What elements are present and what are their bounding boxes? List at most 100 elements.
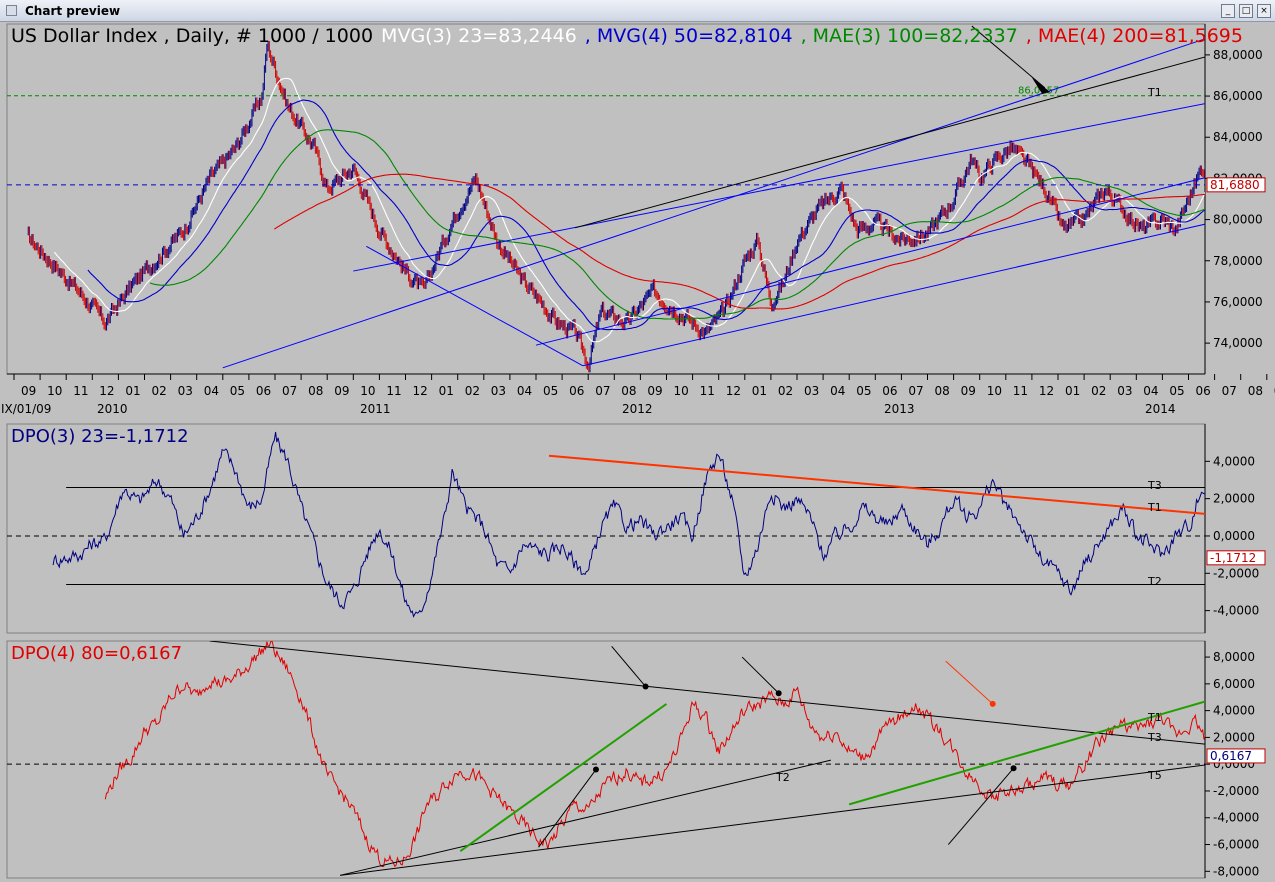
month-label: 10 — [360, 384, 375, 398]
trend-label-t2: T2 — [775, 771, 790, 784]
plot-area: 86,0157 T1 — [7, 25, 1205, 373]
month-label: 12 — [726, 384, 741, 398]
month-label: 02 — [1091, 384, 1106, 398]
month-label: 07 — [1222, 384, 1237, 398]
month-label: 03 — [178, 384, 193, 398]
month-label: 12 — [1039, 384, 1054, 398]
month-label: 12 — [99, 384, 114, 398]
year-label: IX/01/09 — [1, 402, 51, 416]
month-label: 05 — [543, 384, 558, 398]
month-label: 09 — [21, 384, 36, 398]
y-tick-label: 74,0000 — [1213, 336, 1263, 350]
month-label: 01 — [439, 384, 454, 398]
panel-frame — [6, 640, 1206, 879]
chart-title-part: US Dollar Index , Daily, # 1000 / 1000 — [11, 25, 373, 47]
trend-line-t5 — [340, 764, 1205, 876]
year-label: 2011 — [360, 402, 391, 416]
trend-line-t1 — [574, 56, 1205, 229]
y-tick-label: 80,0000 — [1213, 213, 1263, 227]
pointer-arrow-head — [989, 700, 996, 707]
series-mvg-4-50 — [87, 99, 1205, 331]
month-label: 04 — [517, 384, 532, 398]
year-label: 2013 — [884, 402, 915, 416]
month-label: 01 — [125, 384, 140, 398]
trend-label-t1: T1 — [1147, 86, 1162, 99]
last-value-label: 0,6167 — [1210, 749, 1252, 763]
channel-line — [366, 245, 584, 367]
trend-line-t1 — [209, 641, 1205, 745]
month-label: 06 — [1196, 384, 1211, 398]
trend-label-t1: T1 — [1147, 711, 1162, 724]
trend-label-t5: T5 — [1147, 769, 1162, 782]
month-label: 03 — [804, 384, 819, 398]
y-tick-label: -2,0000 — [1213, 784, 1259, 798]
pointer-arrow — [971, 25, 1046, 89]
close-icon[interactable]: × — [1257, 4, 1271, 18]
month-label: 11 — [73, 384, 88, 398]
last-value-box — [1206, 748, 1266, 764]
panel-frame — [6, 23, 1206, 375]
month-label: 02 — [465, 384, 480, 398]
y-tick-label: -6,0000 — [1213, 838, 1259, 852]
y-tick-label: 76,0000 — [1213, 295, 1263, 309]
month-label: 04 — [1143, 384, 1158, 398]
price-panel: 74,000076,000078,000080,000082,000084,00… — [1, 23, 1275, 416]
y-tick-label: -8,0000 — [1213, 864, 1259, 878]
month-label: 05 — [230, 384, 245, 398]
minimize-icon[interactable]: _ — [1221, 4, 1235, 18]
month-label: 01 — [752, 384, 767, 398]
time-axis: 09 10 11 12 01 02 03 04 05 06 07 08 09 10 11 12 01 02 03 04… — [1, 373, 1275, 416]
chart-title-part: MVG(3) 23=83,2446 — [381, 25, 577, 47]
last-value-label: -1,1712 — [1210, 551, 1256, 565]
month-label: 03 — [491, 384, 506, 398]
month-label: 02 — [778, 384, 793, 398]
chart-title-part: , MAE(3) 100=82,2337 — [801, 25, 1018, 47]
pointer-arrow-head — [642, 683, 649, 690]
month-label: 06 — [882, 384, 897, 398]
month-label: 01 — [1065, 384, 1080, 398]
series-line — [52, 431, 1205, 618]
y-tick-label: 2,0000 — [1213, 492, 1255, 506]
month-label: 07 — [595, 384, 610, 398]
y-tick-label: 86,0000 — [1213, 89, 1263, 103]
chart-title: US Dollar Index , Daily, # 1000 / 1000 MV… — [11, 25, 1243, 47]
trend-label-t2: T2 — [1147, 575, 1162, 588]
channel-line — [582, 223, 1205, 367]
month-label: 04 — [830, 384, 845, 398]
pointer-arrow — [538, 769, 597, 848]
month-label: 06 — [256, 384, 271, 398]
series-mvg-3-23 — [53, 77, 1205, 343]
last-value-box — [1206, 177, 1266, 193]
pointer-arrow-head — [592, 766, 599, 773]
year-label: 2012 — [622, 402, 653, 416]
month-label: 09 — [1274, 384, 1275, 398]
month-label: 08 — [621, 384, 636, 398]
channel-line — [535, 177, 1205, 346]
y-tick-label: 4,0000 — [1213, 704, 1255, 718]
y-tick-label: 84,0000 — [1213, 130, 1263, 144]
month-label: 07 — [908, 384, 923, 398]
trend-label-t3: T3 — [1147, 479, 1162, 492]
panel-title: DPO(4) 80=0,6167 — [11, 643, 182, 664]
month-label: 09 — [334, 384, 349, 398]
trend-label-t3: T3 — [1147, 731, 1162, 744]
month-label: 07 — [282, 384, 297, 398]
y-tick-label: 4,0000 — [1213, 454, 1255, 468]
month-label: 06 — [569, 384, 584, 398]
month-label: 08 — [1248, 384, 1263, 398]
pointer-arrow-head — [775, 690, 782, 697]
month-label: 10 — [674, 384, 689, 398]
pointer-arrow — [611, 646, 646, 687]
y-tick-label: 6,0000 — [1213, 677, 1255, 691]
support-line — [459, 703, 668, 853]
maximize-icon[interactable]: □ — [1239, 4, 1253, 18]
chart-title-part: , MAE(4) 200=81,5695 — [1026, 25, 1243, 47]
y-tick-label: -4,0000 — [1213, 811, 1259, 825]
month-label: 12 — [413, 384, 428, 398]
level-label: 86,0157 — [1018, 86, 1059, 97]
month-label: 10 — [987, 384, 1002, 398]
channel-line — [222, 38, 1205, 369]
month-label: 04 — [204, 384, 219, 398]
pointer-arrow — [945, 660, 994, 705]
month-label: 09 — [647, 384, 662, 398]
